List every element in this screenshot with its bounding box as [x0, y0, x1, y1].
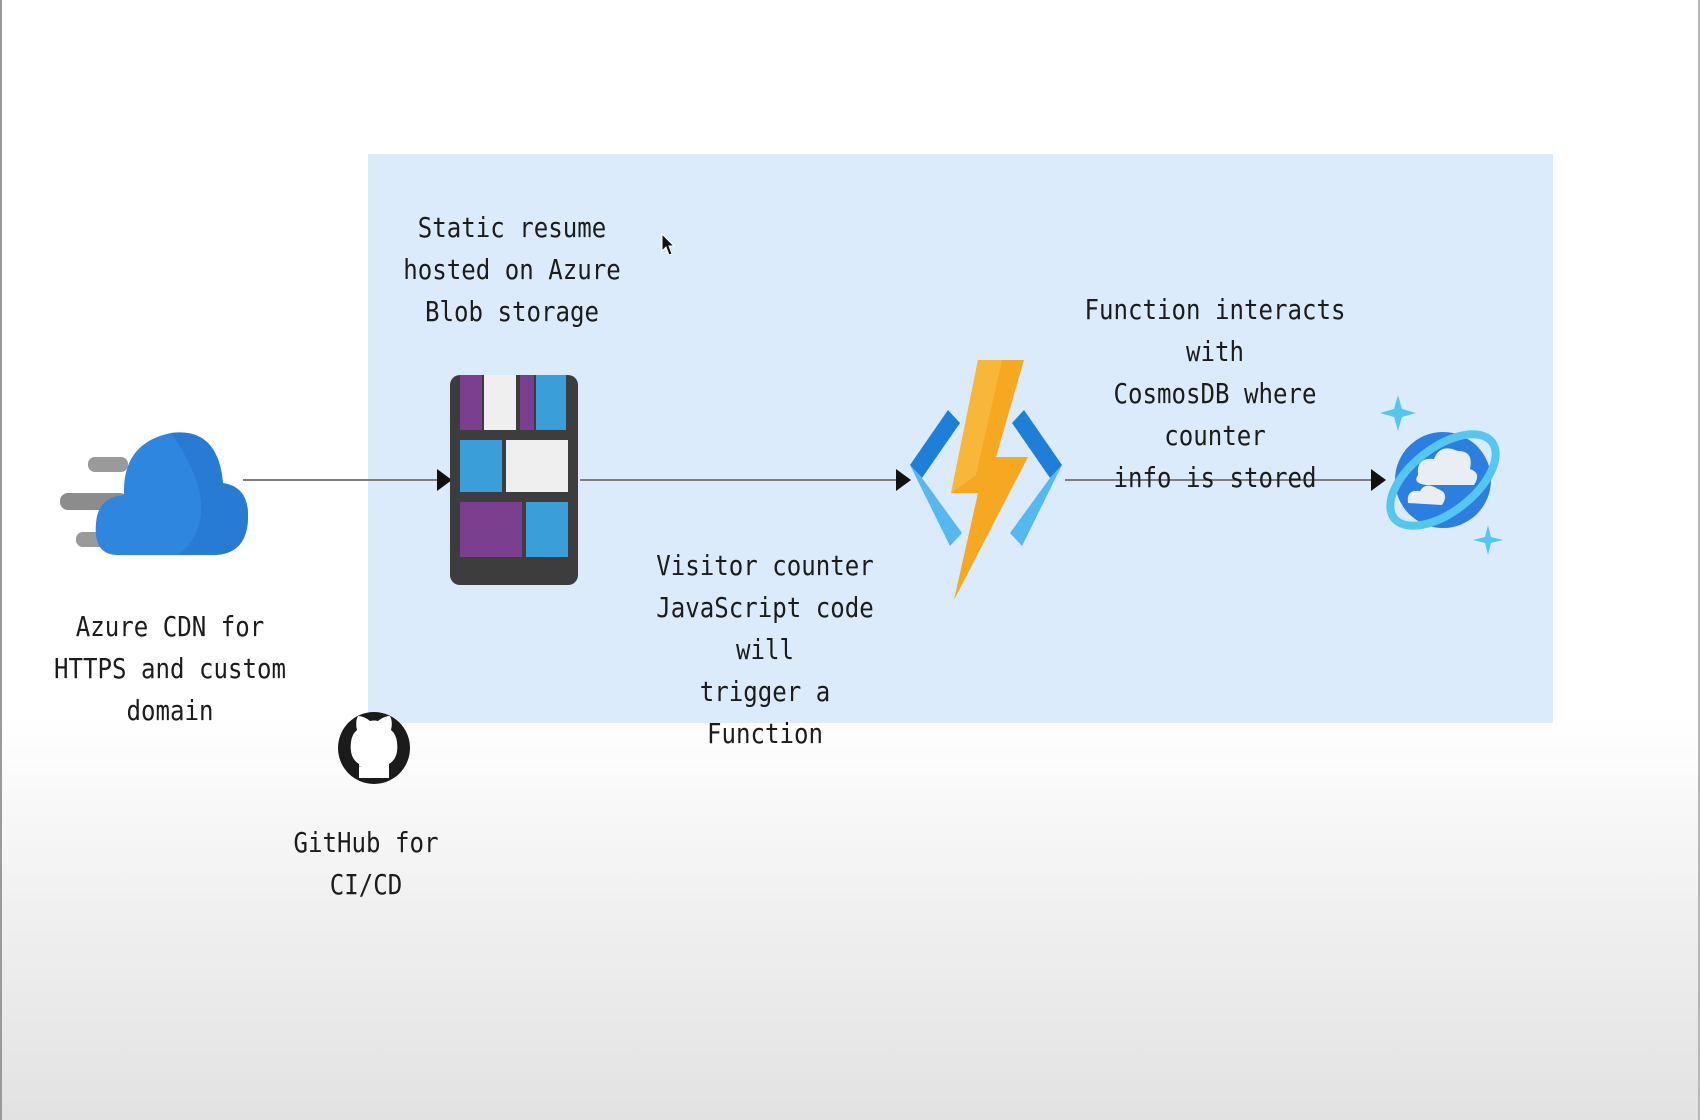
edge-cdn-to-blob: [243, 469, 452, 491]
github-label: GitHub for CI/CD: [293, 826, 439, 901]
edge-blob-to-function: [580, 469, 911, 491]
window-edge-left: [0, 0, 2, 1120]
azure-function-icon: [910, 360, 1062, 600]
function-label: Function interacts with CosmosDB where c…: [1084, 293, 1346, 494]
edge-blob-to-function-label: Visitor counter JavaScript code will tri…: [656, 549, 874, 750]
window-edge-right: [1698, 0, 1700, 1120]
blob-storage-icon: [450, 375, 578, 585]
github-icon: [338, 712, 410, 784]
cosmosdb-icon: [1380, 395, 1503, 555]
cloud-cdn-icon: [60, 432, 248, 555]
edge-function-to-cosmos: [1065, 469, 1386, 491]
mouse-cursor-icon: [661, 233, 675, 256]
cdn-label: Azure CDN for HTTPS and custom domain: [54, 610, 286, 727]
blob-storage-label: Static resume hosted on Azure Blob stora…: [403, 211, 621, 328]
